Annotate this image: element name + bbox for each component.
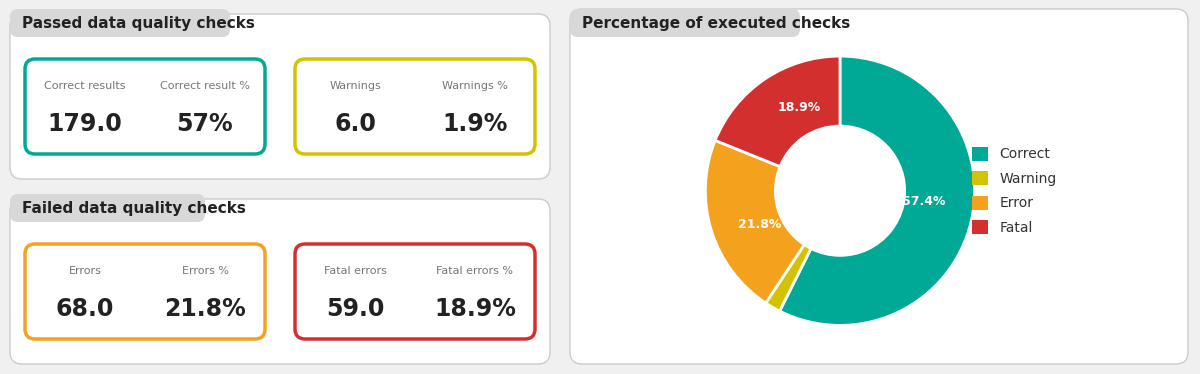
Text: Warnings: Warnings bbox=[329, 81, 380, 91]
FancyBboxPatch shape bbox=[10, 14, 550, 179]
Text: Failed data quality checks: Failed data quality checks bbox=[22, 200, 246, 215]
Text: 57.4%: 57.4% bbox=[901, 195, 946, 208]
Text: Fatal errors %: Fatal errors % bbox=[437, 266, 514, 276]
Text: Errors %: Errors % bbox=[181, 266, 228, 276]
Text: Errors: Errors bbox=[68, 266, 102, 276]
Text: Fatal errors: Fatal errors bbox=[324, 266, 386, 276]
Text: 68.0: 68.0 bbox=[56, 297, 114, 321]
FancyBboxPatch shape bbox=[295, 244, 535, 339]
Text: 18.9%: 18.9% bbox=[778, 101, 821, 114]
FancyBboxPatch shape bbox=[570, 9, 800, 37]
Text: Passed data quality checks: Passed data quality checks bbox=[22, 15, 254, 31]
FancyBboxPatch shape bbox=[25, 244, 265, 339]
Text: 1.9%: 1.9% bbox=[443, 111, 508, 136]
Text: Percentage of executed checks: Percentage of executed checks bbox=[582, 15, 851, 31]
Text: 57%: 57% bbox=[176, 111, 233, 136]
Text: Correct result %: Correct result % bbox=[160, 81, 250, 91]
Wedge shape bbox=[706, 140, 804, 303]
FancyBboxPatch shape bbox=[10, 199, 550, 364]
Text: 21.8%: 21.8% bbox=[738, 218, 781, 231]
Text: 179.0: 179.0 bbox=[48, 111, 122, 136]
FancyBboxPatch shape bbox=[295, 59, 535, 154]
Text: 21.8%: 21.8% bbox=[164, 297, 246, 321]
Text: 59.0: 59.0 bbox=[326, 297, 384, 321]
Wedge shape bbox=[780, 56, 974, 325]
Wedge shape bbox=[766, 245, 811, 311]
FancyBboxPatch shape bbox=[10, 9, 230, 37]
Text: 6.0: 6.0 bbox=[334, 111, 376, 136]
FancyBboxPatch shape bbox=[10, 194, 205, 222]
Text: Warnings %: Warnings % bbox=[442, 81, 508, 91]
Legend: Correct, Warning, Error, Fatal: Correct, Warning, Error, Fatal bbox=[965, 140, 1063, 242]
FancyBboxPatch shape bbox=[25, 59, 265, 154]
Text: 18.9%: 18.9% bbox=[434, 297, 516, 321]
Text: Correct results: Correct results bbox=[44, 81, 126, 91]
Wedge shape bbox=[715, 56, 840, 166]
FancyBboxPatch shape bbox=[570, 9, 1188, 364]
